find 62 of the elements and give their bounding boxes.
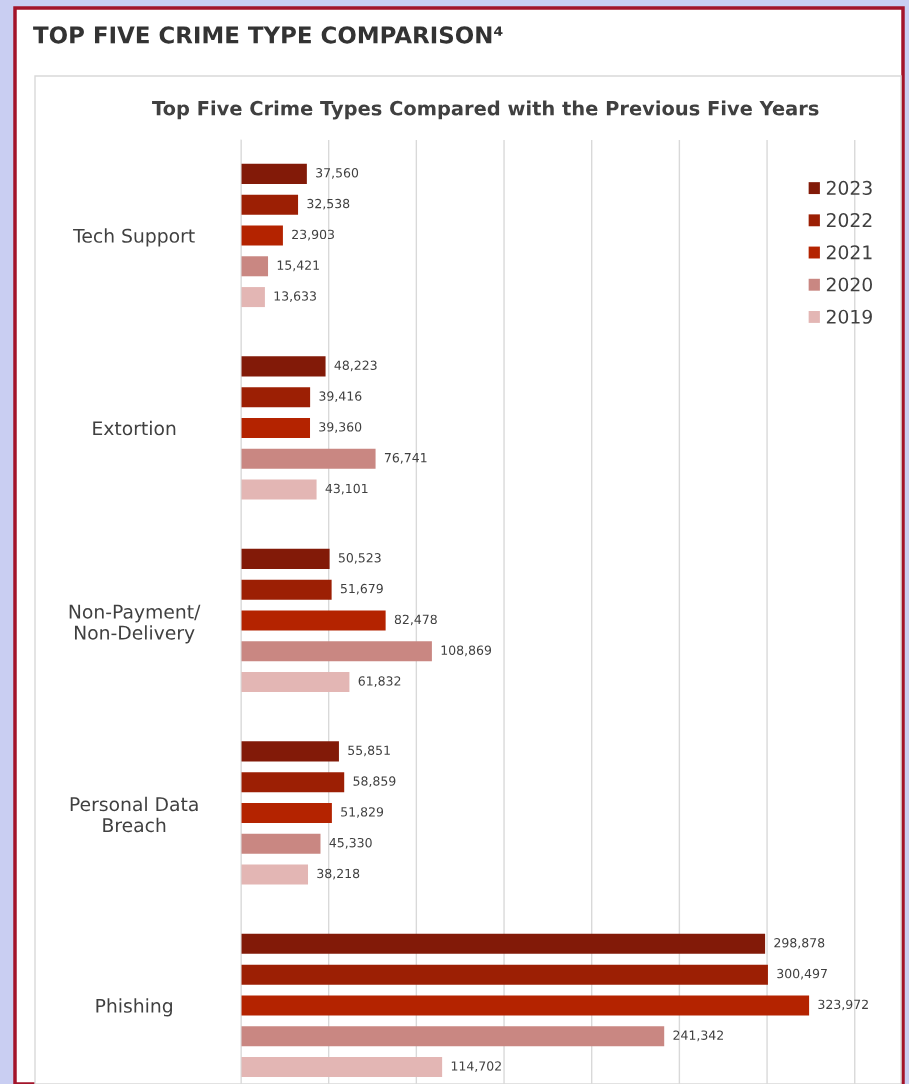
bar	[241, 287, 265, 308]
data-label: 51,679	[340, 583, 383, 595]
data-label: 39,416	[319, 391, 362, 403]
data-label: 323,972	[818, 999, 868, 1011]
legend-label: 2023	[826, 180, 872, 195]
bar	[241, 548, 330, 569]
data-label: 45,330	[329, 837, 372, 849]
bar	[241, 417, 311, 438]
bar	[241, 356, 326, 377]
bar	[241, 1057, 443, 1078]
y-tick-label: Extortion	[93, 420, 176, 436]
bar	[241, 964, 768, 985]
bar	[241, 194, 299, 215]
bar	[241, 448, 376, 469]
data-label: 50,523	[338, 553, 381, 564]
data-label: 43,101	[325, 483, 368, 495]
bar	[241, 672, 350, 693]
chart-title: Top Five Crime Types Compared with the Previous Five Years	[152, 100, 819, 120]
bar	[241, 995, 810, 1016]
bar	[241, 772, 345, 793]
data-label: 108,869	[441, 645, 492, 657]
bar	[241, 387, 311, 408]
data-label: 38,218	[317, 868, 360, 880]
data-label: 51,829	[341, 807, 384, 818]
legend-label: 2021	[826, 245, 872, 260]
data-label: 241,342	[673, 1030, 723, 1042]
data-label: 61,832	[358, 676, 401, 687]
data-label: 37,560	[316, 168, 359, 179]
bar	[241, 864, 309, 885]
data-label: 55,851	[348, 745, 390, 757]
bar	[241, 610, 386, 631]
data-label: 13,633	[274, 291, 316, 302]
y-tick-label: Non-Payment/ Non-Delivery	[69, 604, 201, 644]
data-label: 32,538	[307, 198, 350, 210]
data-label: 23,903	[292, 229, 334, 241]
bar	[241, 163, 307, 184]
data-label: 300,497	[777, 968, 827, 980]
y-tick-label: Phishing	[96, 998, 172, 1017]
bar	[241, 933, 766, 954]
bar	[241, 833, 321, 854]
data-label: 76,741	[384, 452, 427, 464]
legend-label: 2022	[826, 213, 872, 228]
data-label: 298,878	[774, 938, 825, 949]
data-label: 58,859	[353, 776, 396, 788]
bar	[241, 479, 317, 500]
bar	[241, 741, 339, 762]
y-tick-label: Tech Support	[73, 228, 195, 247]
legend-label: 2019	[826, 309, 872, 324]
bar	[241, 225, 283, 246]
data-label: 114,702	[451, 1061, 501, 1072]
data-label: 15,421	[277, 260, 319, 272]
bar	[241, 1026, 665, 1047]
data-label: 82,478	[394, 614, 437, 626]
y-tick-label: Personal Data Breach	[70, 796, 198, 833]
data-label: 48,223	[334, 360, 377, 372]
bar	[241, 579, 332, 600]
data-label: 39,360	[319, 422, 362, 433]
bar	[241, 802, 332, 823]
text: TOP FIVE CRIME TYPE COMPARISON⁴	[33, 26, 503, 44]
bar	[241, 256, 269, 277]
legend-label: 2020	[826, 277, 872, 292]
bar	[241, 641, 432, 662]
